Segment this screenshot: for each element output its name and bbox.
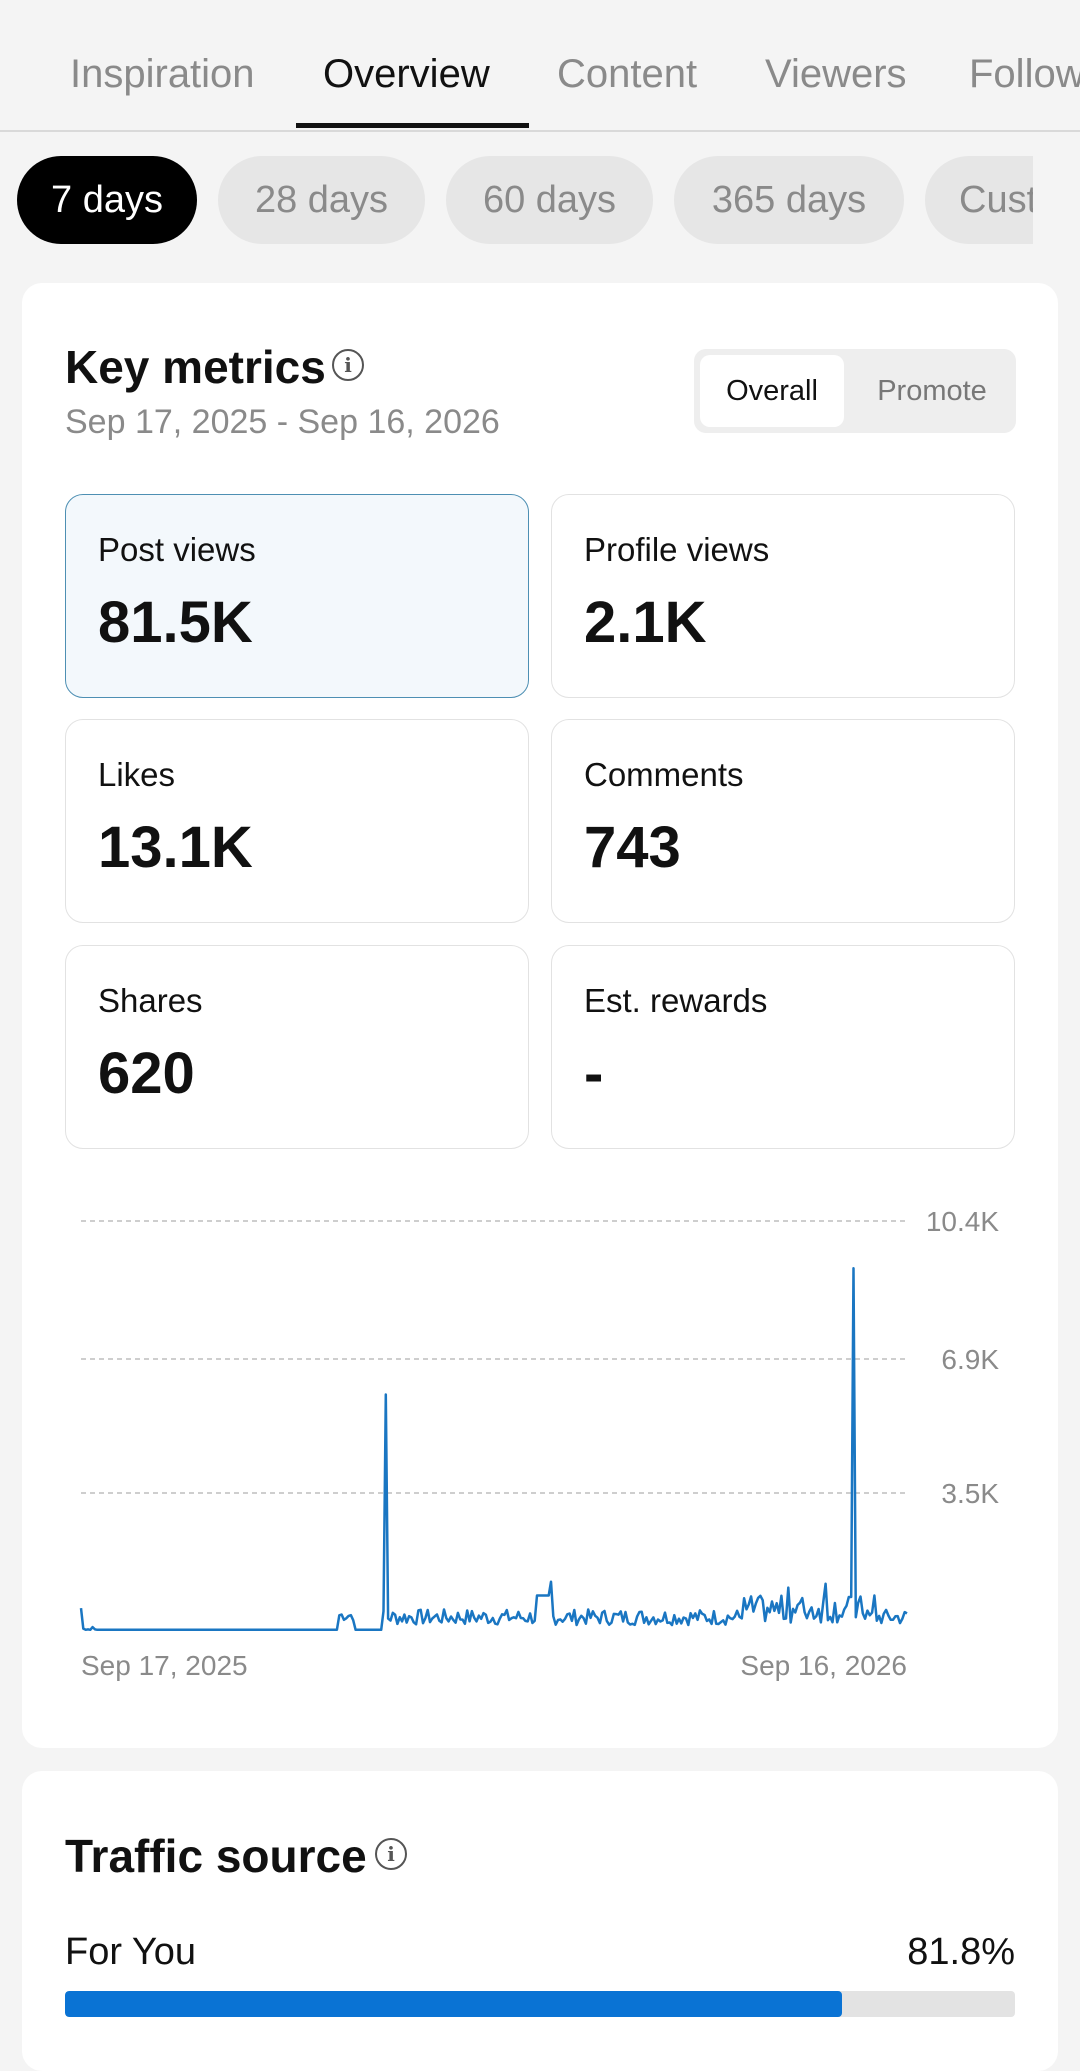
metric-value: 81.5K	[98, 590, 253, 655]
range-chip-60-days[interactable]: 60 days	[446, 156, 653, 244]
info-icon[interactable]: i	[332, 349, 364, 381]
metric-label: Est. rewards	[584, 982, 768, 1019]
key-metrics-date-range: Sep 17, 2025 - Sep 16, 2026	[65, 403, 500, 441]
traffic-source-title: Traffic source	[65, 1830, 367, 1882]
x-axis-start-label: Sep 17, 2025	[81, 1650, 248, 1681]
traffic-source-bar-track	[65, 1991, 1015, 2017]
metric-card-profile-views[interactable]: Profile views 2.1K	[551, 494, 1015, 698]
info-icon[interactable]: i	[375, 1838, 407, 1870]
traffic-source-bar-fill	[65, 1991, 843, 2017]
promote-toggle-button[interactable]: Promote	[877, 374, 987, 407]
metric-label: Post views	[98, 531, 256, 568]
tab-viewers[interactable]: Viewers	[765, 52, 907, 96]
metric-value: 13.1K	[98, 815, 253, 880]
date-range-chips: 7 days 28 days 60 days 365 days Custom	[0, 156, 1033, 246]
metric-card-est-rewards[interactable]: Est. rewards -	[551, 945, 1015, 1149]
post-views-line-chart[interactable]: 3.5K 6.9K 10.4K Sep 17, 2025 Sep 16, 2026	[22, 283, 1058, 1748]
overall-toggle-button[interactable]: Overall	[700, 355, 844, 427]
tab-content[interactable]: Content	[557, 52, 698, 96]
tab-inspiration[interactable]: Inspiration	[70, 52, 255, 96]
y-axis-tick-label: 10.4K	[926, 1206, 999, 1237]
metric-label: Likes	[98, 756, 176, 793]
metric-label: Profile views	[584, 531, 770, 568]
metric-card-comments[interactable]: Comments 743	[551, 719, 1015, 923]
y-axis-tick-label: 3.5K	[941, 1478, 999, 1509]
metric-value: 620	[98, 1041, 195, 1106]
tab-bar: Inspiration Overview Content Viewers Fol…	[0, 0, 1080, 132]
y-axis-tick-label: 6.9K	[941, 1344, 999, 1375]
range-chip-28-days[interactable]: 28 days	[218, 156, 425, 244]
metric-value: 743	[584, 815, 681, 880]
metric-value: -	[584, 1041, 604, 1106]
active-tab-indicator	[296, 123, 529, 128]
x-axis-end-label: Sep 16, 2026	[740, 1650, 907, 1681]
range-chip-custom[interactable]: Custom	[925, 156, 1033, 244]
tab-overview[interactable]: Overview	[323, 52, 490, 96]
series-line-post-views	[79, 1267, 908, 1632]
overall-promote-toggle: Overall Promote	[694, 349, 1016, 433]
tab-followers[interactable]: Followers	[969, 52, 1080, 96]
metric-card-post-views[interactable]: Post views 81.5K	[65, 494, 529, 698]
traffic-source-card: Traffic source i For You 81.8%	[22, 1771, 1058, 2071]
traffic-source-label-for-you: For You	[65, 1931, 196, 1973]
metric-card-shares[interactable]: Shares 620	[65, 945, 529, 1149]
traffic-source-value-for-you: 81.8%	[907, 1931, 1015, 1973]
metric-label: Comments	[584, 756, 744, 793]
metric-label: Shares	[98, 982, 203, 1019]
range-chip-7-days[interactable]: 7 days	[17, 156, 197, 244]
metric-card-likes[interactable]: Likes 13.1K	[65, 719, 529, 923]
key-metrics-title: Key metrics	[65, 341, 326, 393]
metric-value: 2.1K	[584, 590, 707, 655]
range-chip-365-days[interactable]: 365 days	[674, 156, 904, 244]
key-metrics-card: Key metrics i Sep 17, 2025 - Sep 16, 202…	[22, 283, 1058, 1748]
tab-followers-clip: Followers	[969, 40, 1080, 110]
